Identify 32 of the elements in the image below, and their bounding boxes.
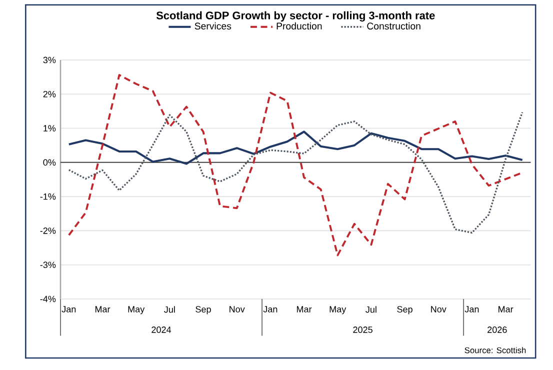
- x-tick-label: Nov: [230, 306, 245, 313]
- chart-title: Scotland GDP Growth by sector - rolling 3-month rate: [156, 11, 435, 22]
- x-tick-label: Jul: [366, 306, 376, 313]
- legend-label: Services: [194, 22, 232, 30]
- x-tick-label: Mar: [296, 306, 312, 313]
- source-note: Source: Scottish: [464, 347, 526, 354]
- x-tick-label: Sep: [196, 306, 211, 314]
- x-tick-label: Mar: [498, 306, 514, 313]
- y-tick-label: -1%: [40, 194, 56, 200]
- x-tick-label: May: [128, 306, 145, 314]
- legend-label: Construction: [367, 22, 420, 30]
- text: 2024: [152, 326, 172, 334]
- x-tick-label: Jan: [62, 306, 76, 313]
- x-tick-label: Jul: [164, 306, 175, 313]
- text: 2026: [488, 326, 507, 334]
- y-tick-label: 0%: [43, 159, 56, 166]
- y-tick-label: 2%: [43, 91, 56, 98]
- text: 2025: [353, 326, 372, 334]
- y-tick-label: -2%: [40, 228, 56, 234]
- y-tick-label: 3%: [43, 57, 56, 64]
- x-tick-label: Jan: [464, 306, 479, 313]
- x-tick-label: Jan: [263, 306, 278, 313]
- line-series: [68, 112, 524, 234]
- x-tick-label: Nov: [431, 306, 446, 313]
- y-tick-label: 1%: [44, 125, 56, 132]
- x-tick-label: Mar: [95, 306, 110, 313]
- legend-label: Production: [276, 22, 322, 30]
- x-tick-label: Sep: [397, 306, 412, 314]
- line-series: [68, 130, 524, 166]
- y-tick-label: -3%: [40, 262, 56, 268]
- y-tick-label: -4%: [40, 296, 56, 302]
- x-tick-label: May: [330, 306, 346, 314]
